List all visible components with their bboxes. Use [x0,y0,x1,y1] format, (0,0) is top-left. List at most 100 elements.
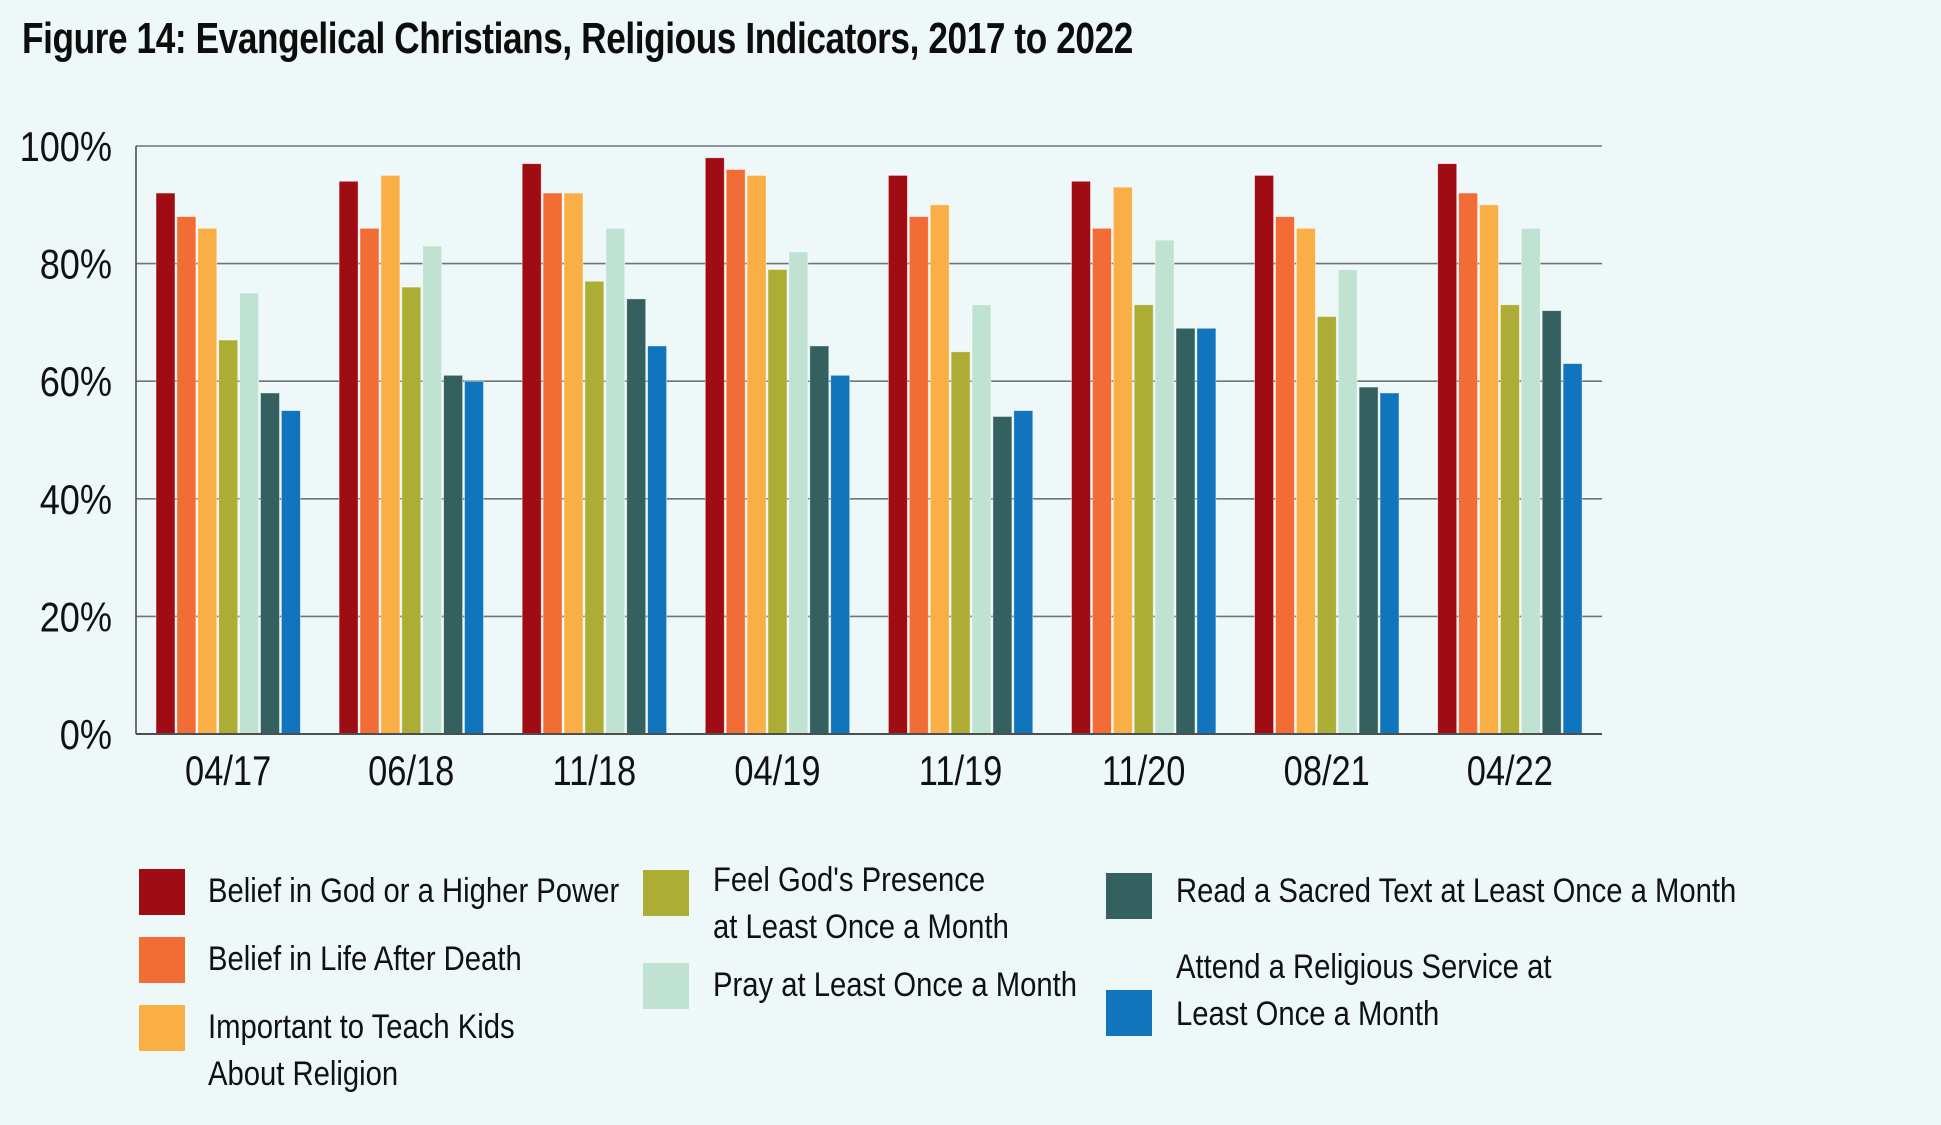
legend-item-pray [643,963,689,1009]
bar [239,292,260,735]
legend-item-attend-service [1106,990,1152,1036]
y-tick-label: 0% [60,713,112,759]
legend-item-belief-in-god [139,869,185,915]
bar [1479,204,1499,735]
bar [788,251,809,735]
bar [1500,304,1520,735]
bar [626,298,647,735]
bar [176,216,197,735]
x-tick-label: 06/18 [368,748,454,795]
y-tick-label: 100% [20,125,112,171]
bar-group [704,157,851,735]
legend-swatch [1106,990,1152,1036]
bar [1296,227,1316,735]
x-tick-label: 08/21 [1284,748,1370,795]
bar [1316,316,1337,735]
axes [135,146,1602,735]
legend-swatch [1106,873,1152,919]
bar [260,392,280,735]
bar [401,286,422,735]
bar-group [155,192,301,735]
bars [155,157,1583,735]
bar [704,157,725,735]
bar [197,227,218,735]
bar [464,380,484,735]
legend-label: Feel God's Presence at Least Once a Mont… [713,861,1009,946]
bar [155,192,176,735]
bar [1562,363,1583,735]
bar [1071,180,1091,735]
legend-label: Belief in God or a Higher Power [208,872,620,910]
bar [971,304,992,735]
legend-item-teach-kids [139,1005,185,1051]
bar [950,351,971,735]
y-tick-label: 20% [40,595,112,641]
bar [443,374,464,735]
bar [1541,310,1562,735]
bar [1458,192,1478,735]
bar [1520,227,1541,735]
bar [1196,327,1217,735]
bar-group [1071,180,1217,735]
bar [338,180,359,735]
bar [380,174,401,735]
legend-swatch [643,963,689,1009]
bar [359,227,380,735]
bar-group [338,174,484,735]
legend-swatch [139,1005,185,1051]
bar [605,227,626,735]
bar [563,192,584,735]
bar [647,345,667,735]
bar [725,169,746,735]
bar [830,374,851,735]
bar [422,245,443,735]
legend-swatch [139,937,185,983]
bar-group [888,174,1034,735]
bar [1275,216,1295,735]
bar [1379,392,1400,735]
x-tick-label: 04/22 [1467,748,1553,795]
bar [908,216,929,735]
bar [929,204,950,735]
bar [1175,327,1196,735]
chart-title: Figure 14: Evangelical Christians, Relig… [22,14,1133,63]
legend-swatch [643,870,689,916]
x-tick-label: 04/19 [734,748,820,795]
legend-label: Pray at Least Once a Month [713,966,1078,1004]
bar [218,339,239,735]
legend-label: Read a Sacred Text at Least Once a Month [1176,872,1737,910]
bar [992,416,1013,735]
y-tick-label: 80% [40,242,112,288]
x-tick-label: 04/17 [185,748,271,795]
x-tick-label: 11/20 [1102,748,1186,795]
bar [1092,227,1112,735]
bar [888,174,908,735]
bar [1112,186,1133,735]
x-tick-label: 11/18 [553,748,637,795]
legend-label: Important to Teach Kids About Religion [208,1008,515,1093]
bar [809,345,830,735]
bar [280,410,301,735]
bar [767,269,788,735]
bar [584,280,605,735]
bar-group [521,163,667,735]
gridlines [136,145,1602,618]
legend-item-read-sacred-text [1106,873,1152,919]
bar [1337,269,1358,735]
bar [1254,174,1274,735]
legend-label: Attend a Religious Service at Least Once… [1176,948,1552,1033]
bar [1133,304,1154,735]
y-tick-label: 60% [40,360,112,406]
bar [1437,163,1458,735]
x-axis-tick-labels: 04/17 06/18 11/18 04/19 11/19 11/20 08/21 04/22 [185,748,1553,795]
bar-group [1254,174,1400,735]
x-tick-label: 11/19 [919,748,1003,795]
legend-item-feel-gods-presence [643,870,689,916]
y-tick-label: 40% [40,477,112,523]
bar [1154,239,1175,735]
legend-label: Belief in Life After Death [208,940,522,978]
bar-group [1437,163,1583,735]
y-axis-tick-labels: 0% 20% 40% 60% 80% 100% [20,125,112,759]
bar [746,174,767,735]
